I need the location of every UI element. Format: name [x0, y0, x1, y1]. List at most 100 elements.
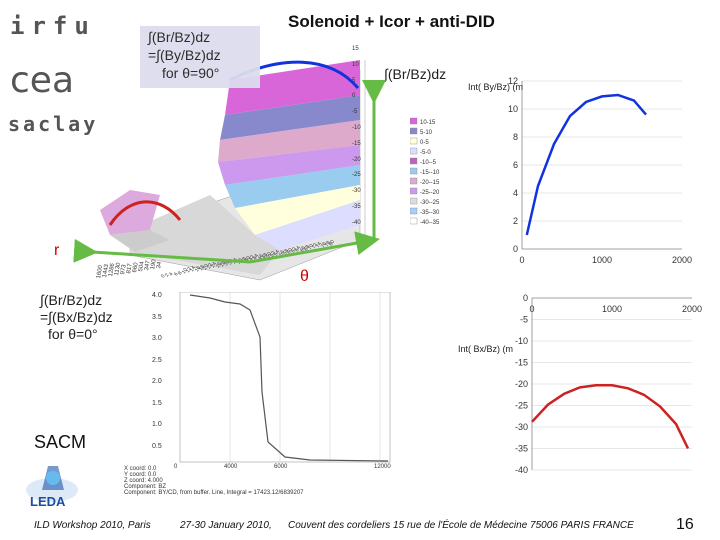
surface-z-tick: -10 — [352, 125, 361, 131]
slide-title: Solenoid + Icor + anti-DID — [288, 12, 495, 31]
field-profile-xticks: 0 4000 6000 12000 — [150, 464, 400, 494]
field-profile-legend-line: Y coord: 0.0 — [124, 472, 157, 478]
legend-swatch — [410, 147, 418, 155]
left-annotation: ∫(Br/Bz)dz =∫(Bx/Bz)dz for θ=0° — [40, 292, 113, 343]
footer-venue: Couvent des cordeliers 15 rue de l'École… — [288, 520, 634, 531]
field-profile-legend-line: X coord: 0.0 — [124, 466, 157, 472]
legend-label: -20--15 — [420, 180, 440, 186]
y-axis-label: Int( Bx/Bz) (m — [458, 344, 513, 354]
br-integral-label: ∫(Br/Bz)dz — [384, 66, 447, 82]
leda-logo: LEDA — [26, 466, 78, 509]
field-profile-xtick: 0 — [174, 464, 178, 470]
surface-z-tick: 0 — [352, 93, 356, 100]
surface-z-tick: 10 — [352, 61, 359, 68]
irfu-logo: irfu — [10, 12, 96, 40]
surface-legend: 10-15 5-10 0-5 -5-0 -10--5 -15--10 -20--15 -25-… — [410, 117, 440, 226]
y-tick-label: 4 — [513, 188, 518, 198]
legend-swatch — [410, 127, 418, 135]
theta-axis-label: θ — [300, 268, 309, 285]
legend-swatch — [410, 167, 418, 175]
x-tick-label: 1000 — [602, 304, 622, 314]
left-line1: ∫(Br/Bz)dz — [40, 292, 103, 308]
x-tick-label: 0 — [519, 255, 524, 265]
field-profile-xtick: 4000 — [224, 464, 238, 470]
field-profile-legend: X coord: 0.0 Y coord: 0.0 Z coord: 4.000 Co… — [124, 466, 224, 490]
y-tick-label: 2 — [513, 216, 518, 226]
cea-logo-text: cea — [10, 60, 74, 100]
y-tick-label: -20 — [515, 379, 528, 389]
x-tick-label: 0 — [529, 304, 534, 314]
legend-label: 5-10 — [420, 130, 433, 136]
field-profile-yticks: 4.0 3.5 3.0 2.5 2.0 1.5 1.0 0.5 — [150, 292, 182, 462]
field-profile-xtick: 12000 — [374, 464, 391, 470]
surface-z-tick: 15 — [352, 46, 359, 52]
legend-label: 0-5 — [420, 140, 429, 146]
legend-label: -40--35 — [420, 220, 440, 226]
field-profile-ytick: 3.5 — [152, 313, 162, 321]
y-axis-label: Int( By/Bz) (m — [468, 82, 523, 92]
field-profile-ytick: 1.0 — [152, 421, 162, 428]
field-profile-curve — [189, 294, 389, 462]
surface-r-ticks: 1600 1443 1286 1130 973 817 660 504 347 190 34 — [92, 248, 163, 288]
field-profile-ytick: 4.0 — [152, 292, 162, 299]
y-tick-label: 6 — [513, 160, 518, 170]
field-profile-ytick: 1.5 — [152, 399, 162, 407]
legend-label: -30--25 — [420, 200, 440, 206]
chart-int-by-bz: 0 2 4 6 8 10 12 0 1000 2000 Int( By/Bz) (m — [468, 76, 692, 265]
y-tick-label: 0 — [513, 244, 518, 254]
x-tick-label: 2000 — [672, 255, 692, 265]
callout-line1: ∫(Br/Bz)dz — [148, 29, 211, 45]
legend-swatch — [410, 137, 418, 145]
r-axis-label: r — [54, 242, 60, 259]
legend-label: 10-15 — [420, 120, 436, 126]
surface-z-tick: -15 — [352, 140, 361, 147]
legend-swatch — [410, 177, 418, 185]
field-profile-plot — [179, 292, 391, 463]
legend-swatch — [410, 157, 418, 165]
field-profile-ytick: 2.5 — [152, 356, 162, 364]
surface-theta-ticks: 0 2 4 6 8 10 12 14 16 18 20 22 24 26 28 30 32 34 36 38 40 42 4… — [160, 236, 340, 286]
y-tick-label: 10 — [508, 104, 518, 114]
y-tick-label: -10 — [515, 336, 528, 346]
field-profile-ytick: 3.0 — [152, 335, 162, 342]
field-profile-legend-line: Z coord: 4.000 — [124, 478, 163, 484]
x-tick-label: 2000 — [682, 304, 702, 314]
y-tick-label: -40 — [515, 465, 528, 475]
field-profile-ytick: 0.5 — [152, 442, 162, 450]
sacm-label: SACM — [34, 432, 87, 452]
legend-swatch — [410, 187, 418, 195]
callout-line3: for θ=90° — [162, 65, 220, 81]
legend-label: -15--10 — [420, 170, 440, 176]
legend-swatch — [410, 207, 418, 215]
footer-dates: 27-30 January 2010, — [180, 520, 272, 531]
left-line2: =∫(Bx/Bz)dz — [40, 309, 113, 325]
left-line3: for θ=0° — [48, 326, 98, 342]
field-profile-ytick: 2.0 — [152, 378, 162, 385]
surface-z-tick: -35 — [352, 204, 361, 210]
legend-label: -5-0 — [420, 150, 431, 156]
legend-label: -25--20 — [420, 190, 440, 196]
cea-logo: cea — [10, 60, 74, 100]
y-tick-label: -35 — [515, 444, 528, 454]
surface-z-tick: -40 — [352, 219, 361, 226]
legend-swatch — [410, 197, 418, 205]
legend-label: -35--30 — [420, 210, 440, 216]
leda-logo-text: LEDA — [30, 494, 66, 509]
footer-workshop: ILD Workshop 2010, Paris — [34, 520, 151, 531]
surface-z-tick: -5 — [352, 109, 358, 116]
callout-line2: =∫(By/Bz)dz — [148, 47, 221, 63]
y-tick-label: 8 — [513, 132, 518, 142]
surface-z-tick: 5 — [352, 77, 356, 84]
surface-z-tick: -20 — [352, 156, 361, 163]
saclay-logo: saclay — [8, 112, 99, 136]
red-profile-curve — [108, 200, 182, 226]
surface-z-tick: -30 — [352, 188, 361, 195]
y-tick-label: 0 — [523, 293, 528, 303]
legend-label: -10--5 — [420, 160, 437, 166]
y-tick-label: -5 — [520, 315, 528, 325]
y-tick-label: -25 — [515, 401, 528, 411]
series-line — [531, 384, 690, 450]
field-profile-legend-line: Component: BZ — [124, 484, 167, 490]
x-tick-label: 1000 — [592, 255, 612, 265]
